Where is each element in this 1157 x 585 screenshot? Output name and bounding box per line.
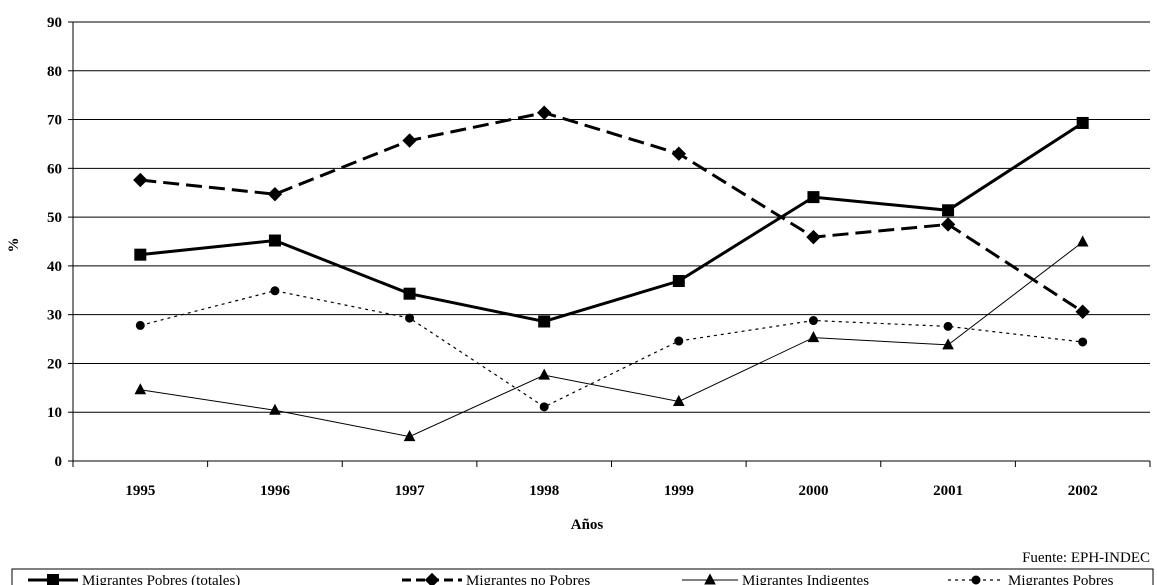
x-tick-label: 1996 xyxy=(260,483,291,499)
legend-entry: Migrantes no Pobres xyxy=(402,572,590,585)
legend-swatch-marker xyxy=(971,575,981,585)
data-point xyxy=(1076,235,1089,247)
series-line xyxy=(140,241,1083,438)
data-point xyxy=(674,336,684,346)
data-point xyxy=(672,394,685,406)
series-line xyxy=(140,121,1084,324)
data-point xyxy=(807,331,820,343)
data-point xyxy=(808,316,818,326)
data-point xyxy=(133,172,148,188)
data-point xyxy=(268,234,281,247)
legend-label: Migrantes no Pobres xyxy=(466,573,590,585)
y-tick-label: 10 xyxy=(47,405,62,421)
data-point xyxy=(672,275,685,288)
y-tick-label: 80 xyxy=(47,64,62,80)
data-point xyxy=(1076,116,1089,129)
legend-label: Migrantes Pobres xyxy=(1008,573,1114,585)
legend-entry: Migrantes Pobres xyxy=(948,573,1114,585)
data-point xyxy=(134,248,147,261)
data-point xyxy=(1075,304,1090,319)
x-tick-label: 1998 xyxy=(529,483,559,499)
y-tick-label: 70 xyxy=(47,113,62,129)
series-line xyxy=(140,290,1083,408)
y-tick-label: 40 xyxy=(47,259,62,275)
legend-swatch-marker xyxy=(704,573,716,585)
series-2 xyxy=(133,105,1090,319)
series-3 xyxy=(134,235,1089,442)
data-point xyxy=(807,191,820,204)
gridlines xyxy=(73,21,1150,413)
series-line xyxy=(140,111,1084,313)
legend: Migrantes Pobres (totales) Migrantes no P… xyxy=(11,568,1154,585)
legend-label: Migrantes Pobres (totales) xyxy=(82,573,240,585)
y-axis-label: % xyxy=(6,238,22,253)
legend-entry: Migrantes Indigentes xyxy=(682,573,869,585)
x-tick-label: 1997 xyxy=(395,483,426,499)
series-layer xyxy=(133,105,1090,442)
data-point xyxy=(943,321,953,331)
data-point xyxy=(402,133,417,148)
y-tick-label: 0 xyxy=(55,454,63,470)
legend-swatch-marker xyxy=(424,572,440,585)
data-point xyxy=(403,430,416,442)
x-tick-label: 2000 xyxy=(798,483,828,499)
data-point xyxy=(940,217,956,232)
x-axis-label: Años xyxy=(571,517,604,533)
y-tick-label: 50 xyxy=(47,210,62,226)
data-point xyxy=(1078,337,1088,347)
data-point xyxy=(403,287,416,300)
data-point xyxy=(135,320,145,330)
data-point xyxy=(270,286,280,296)
data-point xyxy=(671,146,687,161)
series-1 xyxy=(134,116,1089,328)
x-tick-label: 2001 xyxy=(933,483,963,499)
data-point xyxy=(134,383,147,395)
x-tick-label: 2002 xyxy=(1068,483,1098,499)
y-tick-label: 60 xyxy=(47,161,62,177)
legend-label: Migrantes Indigentes xyxy=(742,573,869,585)
legend-box xyxy=(11,568,1154,585)
source-note: Fuente: EPH-INDEC xyxy=(1022,550,1150,566)
x-tick-label: 1999 xyxy=(664,483,694,499)
y-tick-label: 90 xyxy=(47,15,62,31)
data-point xyxy=(538,315,551,328)
y-axis-ticks: 0 10 20 30 40 50 60 70 80 90 xyxy=(47,15,73,470)
legend-entry: Migrantes Pobres (totales) xyxy=(28,573,240,585)
data-point xyxy=(806,229,821,245)
y-tick-label: 20 xyxy=(47,356,62,372)
series-4 xyxy=(135,286,1088,412)
data-point xyxy=(942,338,954,350)
data-point xyxy=(405,313,415,323)
data-point xyxy=(942,204,955,217)
legend-swatch-marker xyxy=(47,574,59,585)
data-point xyxy=(538,368,551,380)
data-point xyxy=(536,105,552,120)
x-tick-label: 1995 xyxy=(125,483,155,499)
y-tick-label: 30 xyxy=(47,308,62,324)
data-point xyxy=(269,403,281,415)
x-axis-ticks: 1995 1996 1997 1998 1999 2000 2001 2002 xyxy=(72,461,1151,499)
data-point xyxy=(267,186,283,202)
data-point xyxy=(539,402,549,412)
